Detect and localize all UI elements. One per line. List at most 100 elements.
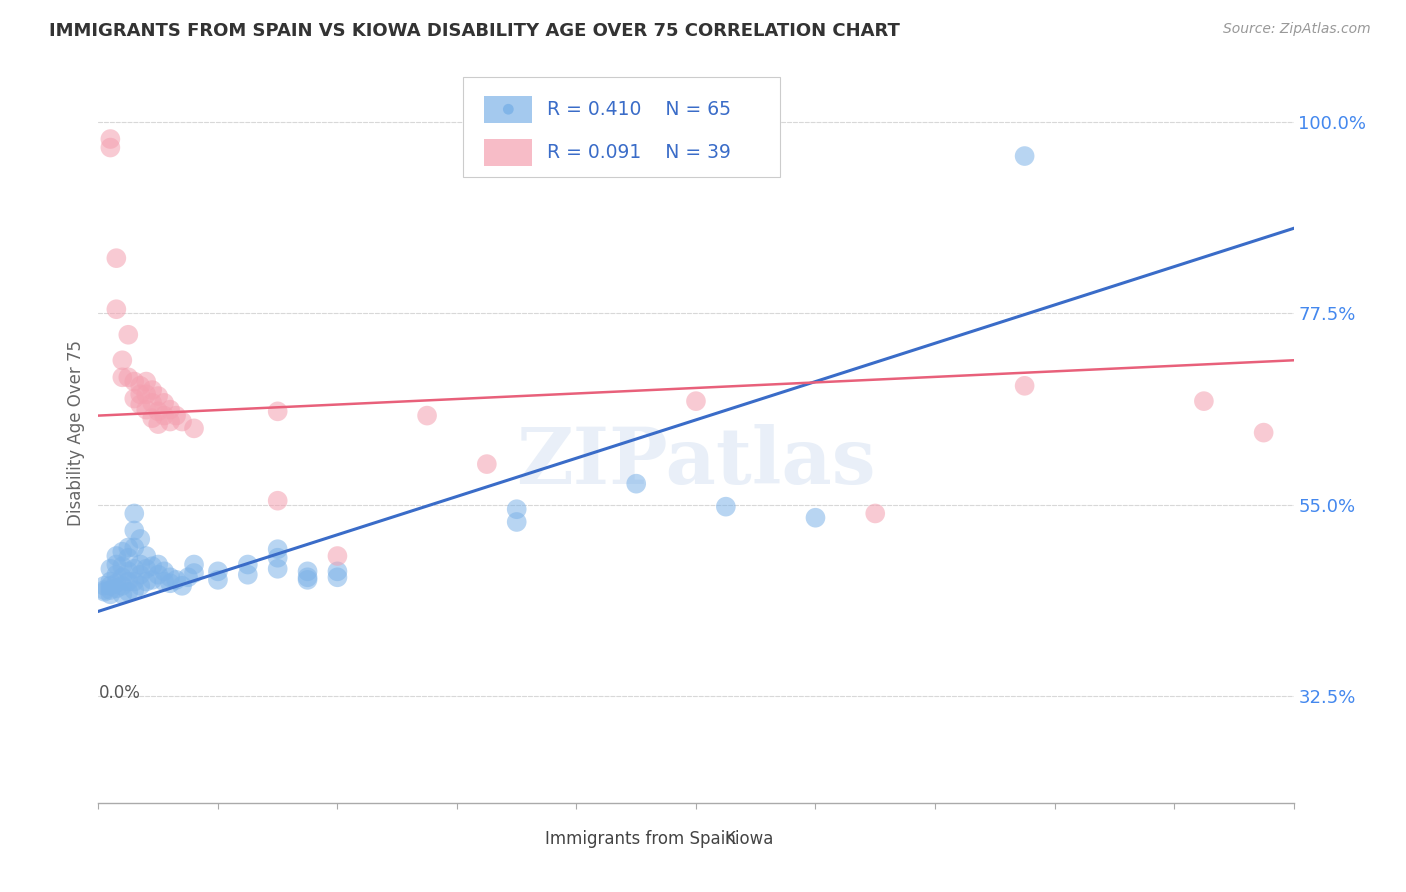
Point (124, 375, 146, 389)
Point (326, 549, 349, 563)
Point (111, 570, 134, 584)
Point (129, 379, 152, 393)
Point (117, 370, 139, 384)
Point (159, 402, 181, 417)
Point (865, 507, 887, 521)
Point (177, 570, 200, 584)
Point (111, 587, 134, 601)
Point (297, 570, 319, 584)
Point (141, 396, 163, 410)
Point (129, 579, 152, 593)
Point (148, 404, 170, 418)
Point (141, 411, 163, 425)
Text: Source: ZipAtlas.com: Source: ZipAtlas.com (1223, 22, 1371, 37)
Point (165, 409, 187, 423)
FancyBboxPatch shape (485, 96, 533, 122)
Point (148, 567, 170, 582)
Point (117, 584, 139, 599)
Point (267, 493, 290, 508)
Point (135, 562, 157, 576)
Point (98, 132, 122, 146)
Point (105, 251, 128, 265)
Point (135, 549, 157, 563)
Point (105, 567, 128, 582)
Point (153, 396, 176, 410)
Text: IMMIGRANTS FROM SPAIN VS KIOWA DISABILITY AGE OVER 75 CORRELATION CHART: IMMIGRANTS FROM SPAIN VS KIOWA DISABILIT… (49, 22, 900, 40)
Point (267, 404, 290, 418)
Point (129, 567, 152, 582)
Point (105, 549, 128, 563)
Point (1014, 149, 1036, 163)
Point (124, 574, 146, 589)
Point (135, 402, 157, 417)
Point (117, 541, 139, 555)
Point (98, 574, 122, 589)
Point (129, 558, 152, 572)
Point (129, 387, 152, 401)
Point (117, 565, 139, 579)
Point (124, 392, 146, 406)
Point (326, 570, 349, 584)
Point (111, 353, 134, 368)
Point (124, 582, 146, 597)
Point (105, 582, 128, 596)
Point (207, 573, 229, 587)
Point (124, 541, 146, 555)
Point (1014, 379, 1036, 393)
Point (326, 565, 349, 579)
Text: R = 0.091    N = 39: R = 0.091 N = 39 (547, 143, 731, 161)
Point (183, 421, 205, 435)
FancyBboxPatch shape (485, 139, 533, 166)
Point (714, 500, 737, 514)
Point (141, 383, 163, 397)
Point (98, 587, 122, 601)
Point (804, 510, 827, 524)
Point (129, 398, 152, 412)
Point (626, 476, 648, 491)
Point (117, 550, 139, 565)
Point (267, 542, 290, 557)
Point (98, 562, 122, 576)
FancyBboxPatch shape (463, 78, 780, 178)
Point (124, 524, 146, 538)
Point (267, 550, 290, 565)
Point (111, 559, 134, 574)
Point (267, 562, 290, 576)
Point (111, 579, 134, 593)
Point (111, 545, 134, 559)
Point (207, 565, 229, 579)
Point (105, 558, 128, 572)
Text: Immigrants from Spain: Immigrants from Spain (546, 830, 737, 848)
Text: Kiowa: Kiowa (724, 830, 775, 848)
Point (297, 573, 319, 587)
Text: R = 0.410    N = 65: R = 0.410 N = 65 (547, 100, 731, 119)
Point (153, 409, 176, 423)
Point (93, 584, 115, 599)
Point (141, 559, 163, 574)
Point (685, 394, 707, 409)
Point (141, 573, 163, 587)
Point (148, 558, 170, 572)
Point (416, 409, 439, 423)
Point (159, 570, 181, 584)
Point (98, 579, 122, 593)
Point (93, 582, 115, 597)
FancyBboxPatch shape (685, 827, 717, 851)
Point (506, 502, 529, 516)
Point (183, 566, 205, 580)
Point (183, 558, 205, 572)
Text: ZIPatlas: ZIPatlas (516, 425, 876, 500)
Point (165, 573, 187, 587)
FancyBboxPatch shape (505, 827, 538, 851)
Point (172, 415, 194, 429)
Point (1253, 425, 1275, 440)
Point (172, 579, 194, 593)
Point (98, 582, 122, 597)
Point (117, 327, 139, 342)
Point (135, 387, 157, 401)
Point (98, 140, 122, 154)
Point (129, 532, 152, 546)
Point (159, 576, 181, 591)
Point (506, 515, 529, 529)
Text: 0.0%: 0.0% (98, 684, 141, 702)
